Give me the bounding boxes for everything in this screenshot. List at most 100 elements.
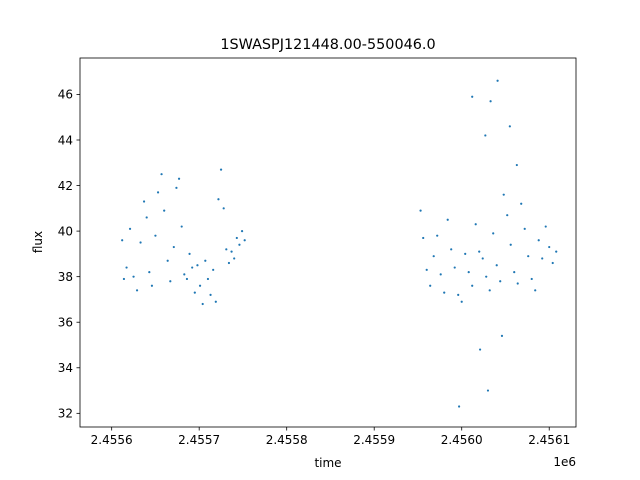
data-point: [188, 252, 191, 255]
data-point: [471, 284, 474, 287]
data-point: [523, 227, 526, 230]
y-tick-label: 32: [58, 407, 73, 421]
x-tick-label: 2.4560: [441, 433, 483, 447]
data-point: [508, 125, 511, 128]
data-point: [488, 289, 491, 292]
y-tick-label: 40: [58, 224, 73, 238]
data-point: [551, 261, 554, 265]
data-point: [128, 227, 132, 230]
data-point: [429, 284, 432, 287]
x-axis-label: time: [314, 456, 341, 470]
y-tick-label: 34: [58, 361, 73, 375]
data-point: [185, 277, 189, 281]
data-point: [530, 277, 533, 281]
data-point: [163, 209, 166, 212]
data-point: [486, 389, 490, 392]
data-point: [478, 250, 481, 253]
data-point: [212, 268, 215, 271]
plot-area: [80, 58, 576, 427]
data-point: [422, 236, 425, 240]
data-point: [132, 275, 135, 278]
data-point: [419, 209, 422, 212]
data-point: [233, 257, 236, 260]
data-point: [485, 275, 488, 278]
data-point: [193, 291, 196, 294]
data-point: [191, 266, 194, 269]
data-point: [121, 239, 124, 242]
data-point: [484, 134, 487, 137]
data-point: [460, 300, 463, 303]
data-point: [515, 163, 518, 167]
data-point: [481, 257, 484, 260]
y-tick-label: 42: [58, 179, 73, 193]
data-point: [206, 277, 210, 281]
data-point: [214, 300, 217, 303]
data-point: [238, 243, 241, 246]
x-tick-label: 2.4556: [91, 433, 133, 447]
data-point: [175, 186, 178, 189]
data-point: [534, 289, 537, 292]
x-axis-offset-label: 1e6: [553, 455, 576, 469]
data-point: [457, 293, 460, 296]
data-point: [225, 248, 228, 251]
data-point: [541, 257, 544, 260]
data-point: [217, 198, 220, 201]
data-point: [548, 245, 551, 249]
data-point: [235, 236, 238, 240]
data-point: [474, 223, 477, 226]
data-point: [209, 293, 212, 296]
data-point: [172, 245, 175, 249]
data-point: [446, 218, 449, 221]
data-point: [555, 250, 558, 253]
data-point: [495, 264, 498, 267]
x-tick-label: 2.4561: [528, 433, 570, 447]
data-point: [457, 405, 461, 408]
data-point: [204, 259, 207, 262]
data-point: [537, 239, 540, 242]
data-point: [154, 234, 157, 237]
data-point: [222, 207, 225, 210]
y-axis: 32 34 36 38 40 42 44 46: [58, 88, 80, 421]
data-point: [240, 230, 244, 233]
data-point: [243, 239, 246, 242]
y-tick-label: 46: [58, 88, 73, 102]
y-tick-label: 44: [58, 133, 73, 147]
data-point: [527, 255, 530, 258]
data-point: [196, 264, 199, 267]
data-point: [478, 348, 482, 351]
y-axis-label: flux: [31, 231, 45, 253]
y-tick-label: 38: [58, 270, 73, 284]
data-point: [489, 100, 492, 103]
data-point: [122, 277, 126, 281]
data-point: [492, 232, 495, 235]
data-point: [177, 177, 181, 180]
x-tick-label: 2.4558: [266, 433, 308, 447]
data-point: [439, 273, 442, 276]
data-point: [125, 266, 128, 269]
data-point: [500, 334, 504, 337]
data-point: [443, 291, 446, 294]
data-point: [219, 168, 223, 171]
data-point: [150, 284, 154, 287]
data-point: [509, 243, 512, 246]
x-tick-label: 2.4559: [353, 433, 395, 447]
chart-title: 1SWASPJ121448.00-550046.0: [220, 37, 435, 53]
data-point: [467, 271, 470, 274]
data-point: [139, 241, 142, 244]
data-point: [227, 261, 231, 265]
data-point: [436, 234, 439, 237]
data-point: [450, 248, 453, 251]
data-point: [142, 200, 146, 203]
points-layer: [121, 79, 558, 408]
x-tick-label: 2.4557: [178, 433, 220, 447]
data-point: [520, 202, 523, 205]
data-point: [230, 250, 233, 253]
data-point: [180, 225, 183, 228]
data-point: [432, 255, 435, 258]
data-point: [506, 214, 509, 217]
data-point: [471, 95, 474, 98]
plot-frame: [79, 57, 577, 428]
data-point: [425, 268, 428, 271]
